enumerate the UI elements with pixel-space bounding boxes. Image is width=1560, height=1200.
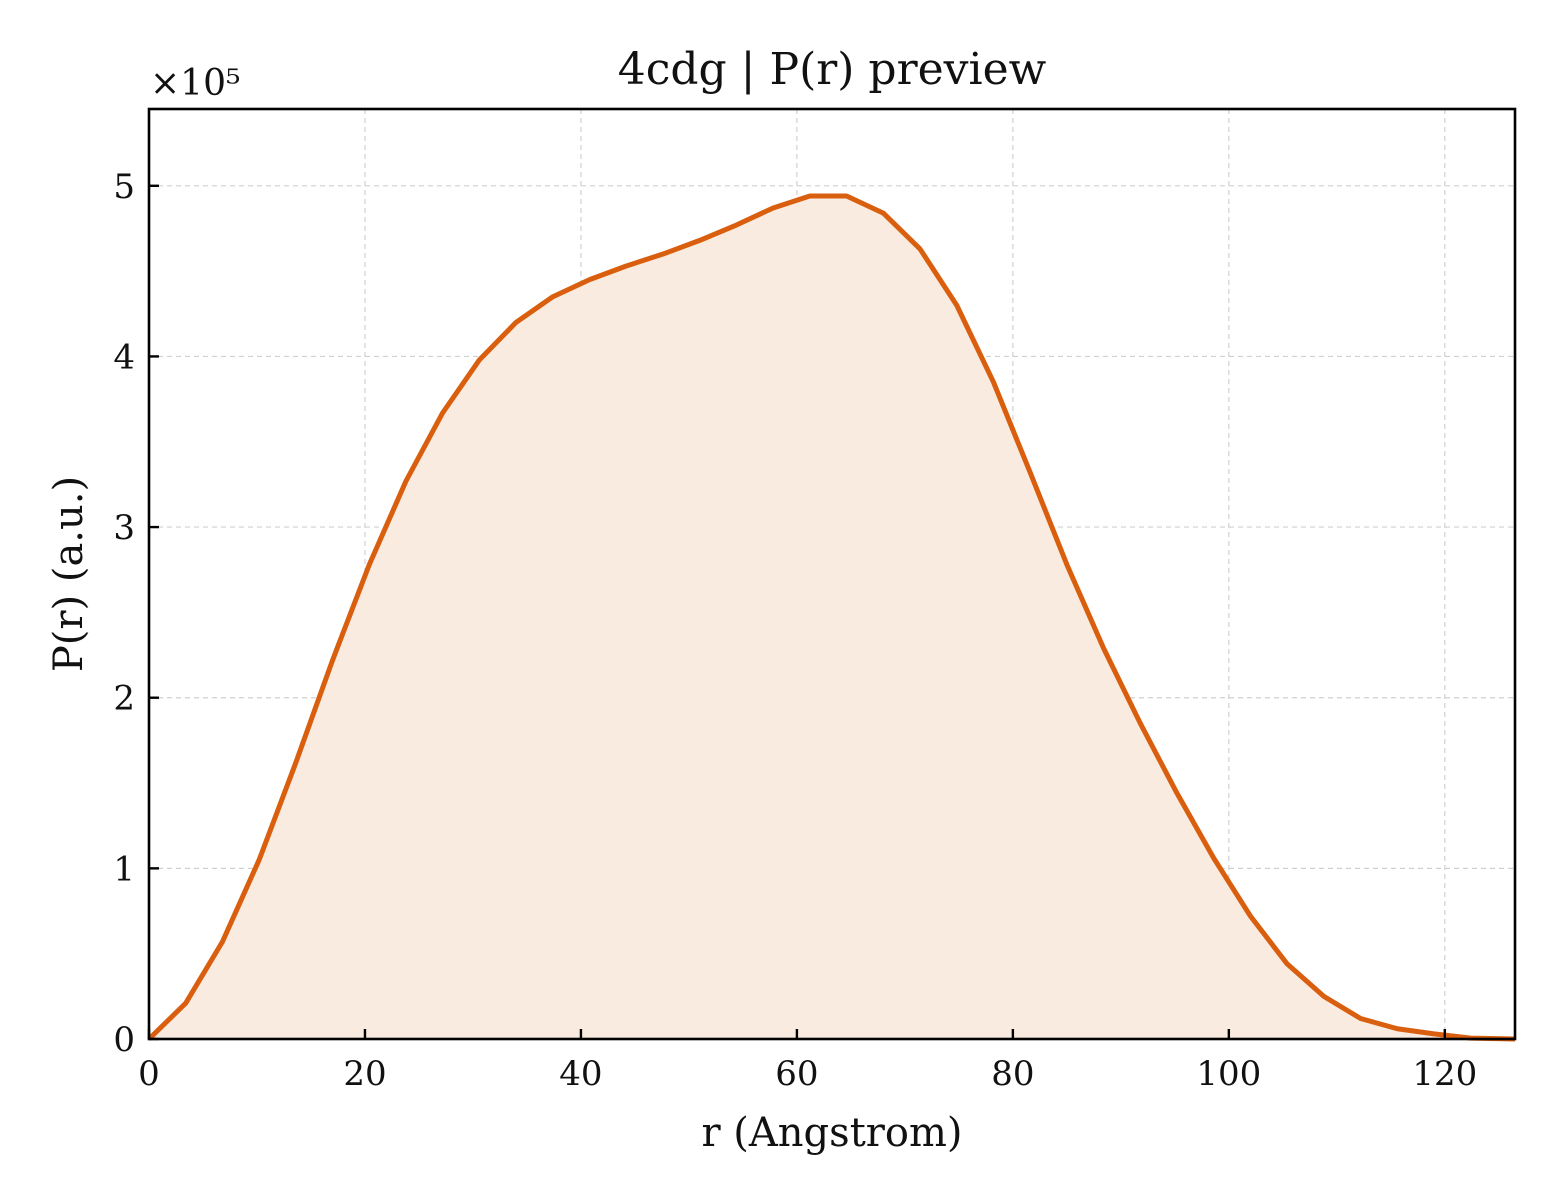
data-point (1432, 1031, 1437, 1036)
data-point (1321, 994, 1326, 999)
data-point (330, 658, 335, 663)
data-point (918, 246, 923, 251)
data-point (1064, 562, 1069, 567)
y-axis-label: P(r) (a.u.) (46, 476, 92, 672)
data-point (1211, 856, 1216, 861)
data-point (550, 294, 555, 299)
pr-area-fill (149, 196, 1515, 1039)
data-point (293, 760, 298, 765)
data-point (1175, 791, 1180, 796)
data-point (881, 211, 886, 216)
plot-frame (147, 107, 1517, 1041)
x-tick-label: 120 (1412, 1054, 1477, 1094)
x-tick-label: 80 (991, 1054, 1034, 1094)
data-point (183, 1001, 188, 1006)
data-point (1358, 1016, 1363, 1021)
y-axis-offset-label: ×10⁵ (150, 63, 240, 104)
y-tick-label: 1 (113, 849, 135, 889)
data-point (220, 939, 225, 944)
data-point (954, 303, 959, 308)
x-tick-label: 40 (559, 1054, 602, 1094)
data-point (367, 562, 372, 567)
data-point (1395, 1026, 1400, 1031)
data-point (257, 857, 262, 862)
data-point (477, 357, 482, 362)
x-tick-label: 20 (343, 1054, 386, 1094)
data-point (440, 410, 445, 415)
data-point (624, 263, 629, 268)
data-point (844, 194, 849, 199)
data-point (1028, 470, 1033, 475)
data-point (991, 380, 996, 385)
y-tick-label: 0 (113, 1020, 135, 1060)
x-axis-label: r (Angstrom) (701, 1110, 962, 1156)
y-tick-label: 3 (113, 508, 135, 548)
data-point (807, 194, 812, 199)
data-point (771, 205, 776, 210)
data-point (697, 238, 702, 243)
x-tick-label: 60 (775, 1054, 818, 1094)
data-point (147, 1037, 152, 1042)
data-point (1285, 961, 1290, 966)
data-point (1468, 1036, 1473, 1041)
y-tick-label: 5 (113, 167, 135, 207)
data-point (1138, 721, 1143, 726)
data-point (587, 277, 592, 282)
data-point (661, 252, 666, 257)
y-tick-label: 2 (113, 679, 135, 719)
y-tick-label: 4 (113, 337, 135, 377)
pr-series-line (147, 193, 1516, 1042)
data-point (404, 479, 409, 484)
data-point (734, 223, 739, 228)
axis-ticks: 0 20 40 60 80 100 120 0 1 2 3 4 5 (113, 167, 1477, 1094)
data-point (1513, 1037, 1518, 1042)
x-tick-label: 100 (1196, 1054, 1261, 1094)
data-point (1101, 646, 1106, 651)
chart-title: 4cdg | P(r) preview (618, 44, 1047, 95)
data-point (514, 320, 519, 325)
x-tick-label: 0 (138, 1054, 160, 1094)
data-point (1248, 914, 1253, 919)
